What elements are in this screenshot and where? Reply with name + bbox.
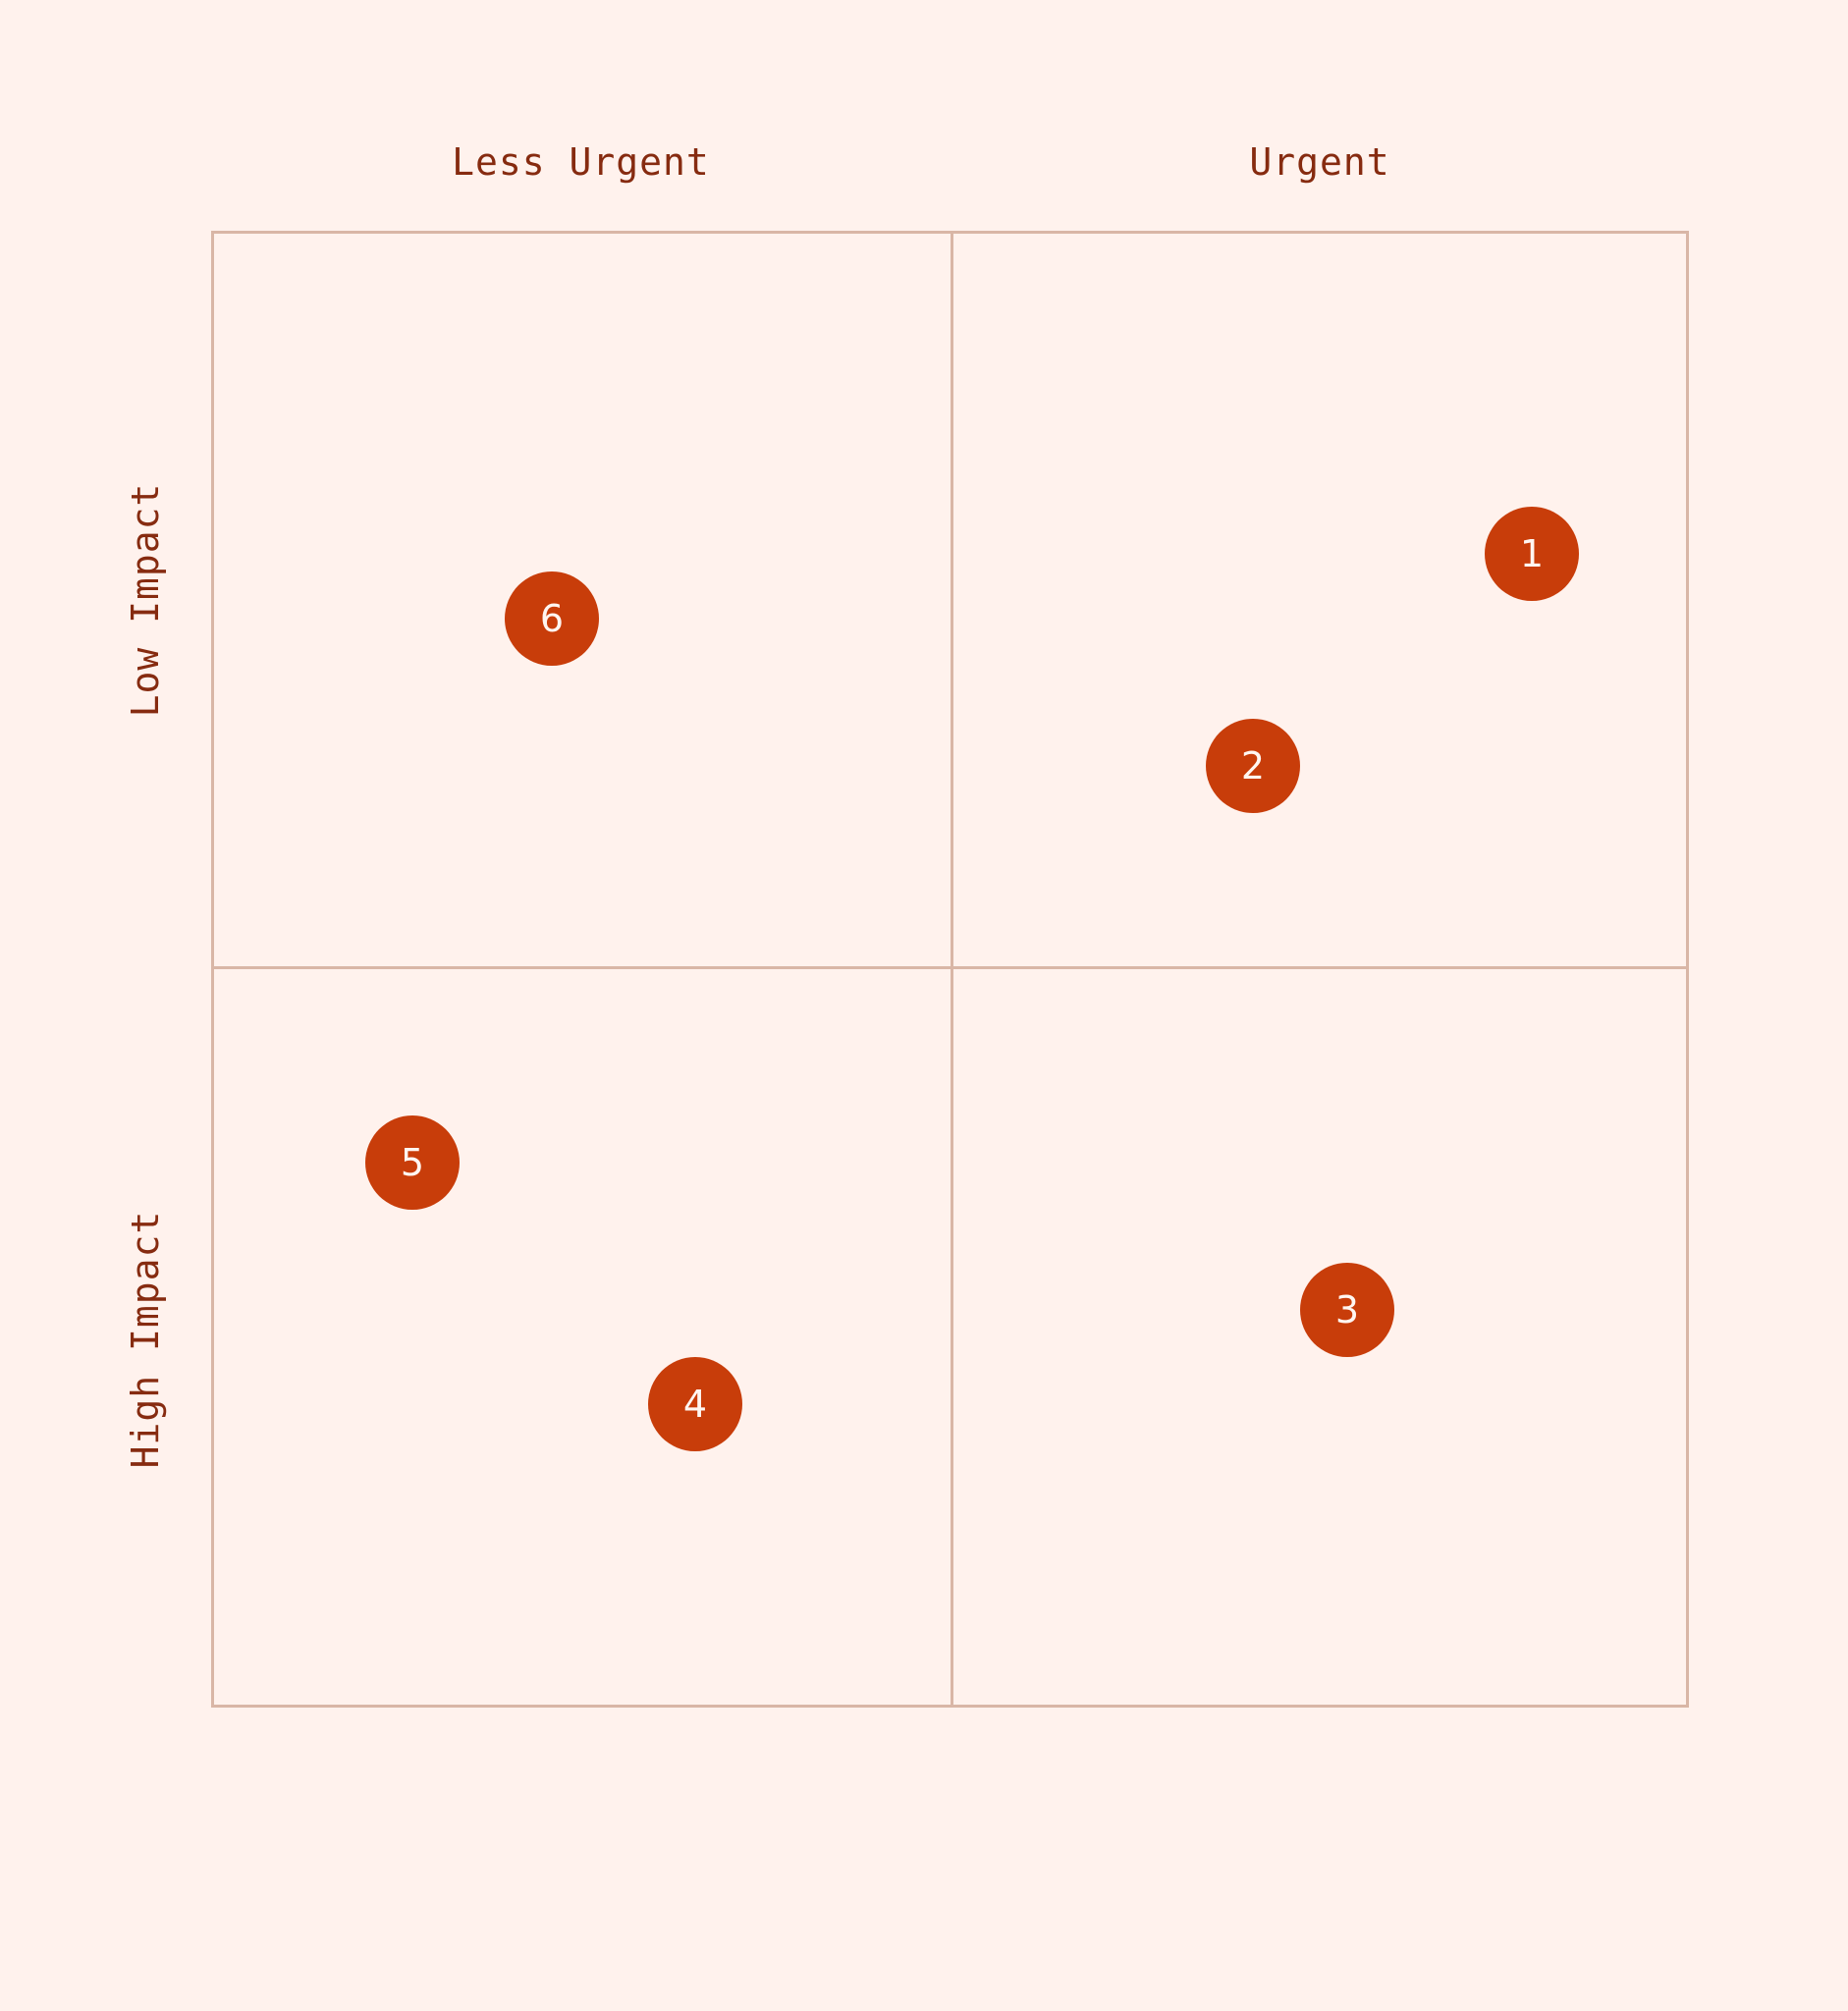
item-marker-1[interactable]: 1 — [1485, 507, 1579, 601]
grid-divider-horizontal — [211, 966, 1689, 969]
item-marker-6[interactable]: 6 — [505, 571, 599, 666]
item-marker-5[interactable]: 5 — [365, 1115, 460, 1210]
grid-divider-vertical — [951, 231, 953, 1708]
quadrant-grid — [211, 231, 1689, 1708]
row-label-low-impact: Low Impact — [124, 482, 167, 718]
item-marker-4[interactable]: 4 — [648, 1357, 742, 1451]
column-label-less-urgent: Less Urgent — [452, 140, 710, 184]
item-marker-2[interactable]: 2 — [1206, 719, 1300, 813]
row-label-high-impact: High Impact — [124, 1210, 167, 1469]
column-label-urgent: Urgent — [1249, 140, 1390, 184]
item-marker-3[interactable]: 3 — [1300, 1263, 1394, 1357]
